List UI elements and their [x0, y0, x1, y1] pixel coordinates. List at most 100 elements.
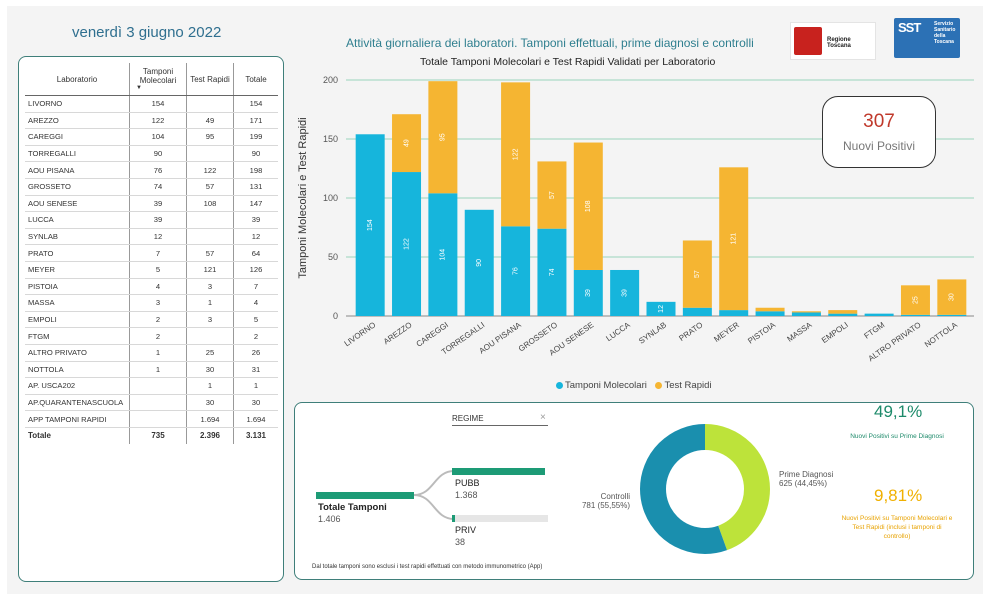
table-row[interactable]: MEYER 5 121 126: [25, 261, 278, 279]
table-cell-value: 3: [186, 278, 234, 296]
regime-filter[interactable]: REGIME: [452, 414, 548, 426]
table-cell-value: 126: [233, 261, 278, 279]
bar-molecolari: [392, 172, 422, 316]
col-header-tamponi[interactable]: Tamponi Molecolari ▼: [129, 63, 187, 96]
kpi-value: 307: [863, 111, 895, 132]
table-cell-value: 7: [129, 244, 187, 262]
table-cell-lab: APP TAMPONI RAPIDI: [25, 410, 130, 428]
tree-pubb-bar[interactable]: [452, 468, 546, 475]
table-cell-value: 39: [129, 195, 187, 213]
tree-priv-track[interactable]: [452, 515, 548, 522]
tree-connectors: [413, 470, 455, 520]
bar-rapidi: [791, 311, 821, 313]
table-row[interactable]: NOTTOLA 1 30 31: [25, 361, 278, 379]
table-cell-lab: FTGM: [25, 327, 130, 345]
data-label: 39: [585, 289, 592, 297]
chart-title: Totale Tamponi Molecolari e Test Rapidi …: [420, 56, 716, 68]
table-row[interactable]: EMPOLI 2 3 5: [25, 311, 278, 329]
data-label: 121: [731, 233, 738, 245]
sort-desc-icon: ▼: [136, 85, 142, 91]
col-header-test-rapidi[interactable]: Test Rapidi: [186, 63, 234, 96]
table-cell-value: 122: [129, 112, 187, 130]
table-row[interactable]: CAREGGI 104 95 199: [25, 128, 278, 146]
table-cell-value: 1.694: [233, 410, 278, 428]
table-row[interactable]: AP.QUARANTENASCUOLA 30 30: [25, 394, 278, 412]
regione-toscana-logo-text: Regione Toscana: [827, 37, 851, 49]
table-row[interactable]: AREZZO 122 49 171: [25, 112, 278, 130]
table-total-value: 2.396: [186, 426, 234, 444]
table-cell-value: 198: [233, 161, 278, 179]
legend-dot-rapidi: [655, 381, 663, 389]
table-row[interactable]: LUCCA 39 39: [25, 211, 278, 229]
table-row[interactable]: FTGM 2 2: [25, 327, 278, 345]
table-cell-value: 95: [186, 128, 234, 146]
tree-root-label: Totale Tamponi: [318, 502, 387, 513]
table-cell-lab: LIVORNO: [25, 95, 130, 113]
close-icon[interactable]: ×: [540, 412, 546, 423]
table-cell-value: 2: [129, 327, 187, 345]
table-cell-value: 90: [233, 145, 278, 163]
bar-rapidi: [755, 307, 785, 312]
table-cell-value: 2: [129, 311, 187, 329]
table-row[interactable]: APP TAMPONI RAPIDI 1.694 1.694: [25, 410, 278, 428]
table-row[interactable]: GROSSETO 74 57 131: [25, 178, 278, 196]
table-row[interactable]: AOU SENESE 39 108 147: [25, 195, 278, 213]
table-cell-value: 90: [129, 145, 187, 163]
table-row[interactable]: TORREGALLI 90 90: [25, 145, 278, 163]
table-row[interactable]: AP. USCA202 1 1: [25, 377, 278, 395]
donut-slice-controlli[interactable]: [640, 424, 770, 554]
table-cell-value: 57: [186, 178, 234, 196]
table-cell-value: 122: [186, 161, 234, 179]
table-row[interactable]: MASSA 3 1 4: [25, 294, 278, 312]
x-tick-label: MASSA: [785, 320, 814, 344]
tree-priv-bar[interactable]: [452, 515, 455, 522]
tree-root-bar[interactable]: [316, 492, 414, 499]
bar-molecolari: [864, 313, 894, 316]
x-tick-label: NOTTOLA: [923, 320, 960, 349]
lab-table-panel: Laboratorio Tamponi Molecolari ▼ Test Rap…: [18, 56, 284, 582]
table-cell-value: 31: [233, 361, 278, 379]
bar-molecolari: [646, 301, 676, 316]
table-row[interactable]: ALTRO PRIVATO 1 25 26: [25, 344, 278, 362]
col-header-totale[interactable]: Totale: [233, 63, 278, 96]
table-row[interactable]: SYNLAB 12 12: [25, 228, 278, 246]
table-cell-lab: MASSA: [25, 294, 130, 312]
lab-table: Laboratorio Tamponi Molecolari ▼ Test Rap…: [25, 63, 278, 444]
pegasus-icon: [794, 27, 822, 55]
pct-nuovi-su-prime-label: Nuovi Positivi su Prime Diagnosi: [850, 433, 944, 440]
data-label: 30: [949, 293, 956, 301]
table-cell-value: 1: [186, 294, 234, 312]
table-cell-value: 12: [129, 228, 187, 246]
tree-pubb-label: PUBB: [455, 478, 480, 488]
table-cell-value: 1: [186, 377, 234, 395]
legend-molecolari[interactable]: Tamponi Molecolari: [565, 380, 647, 391]
table-cell-value: 171: [233, 112, 278, 130]
table-cell-value: [129, 377, 187, 395]
table-cell-value: 2: [233, 327, 278, 345]
table-cell-value: 5: [129, 261, 187, 279]
table-cell-value: 147: [233, 195, 278, 213]
sst-logo-short: SST: [898, 20, 921, 35]
data-label: 108: [585, 200, 592, 212]
legend-rapidi[interactable]: Test Rapidi: [664, 380, 712, 391]
donut-label-controlli-value: 781 (55,55%): [581, 501, 630, 510]
table-cell-value: [186, 327, 234, 345]
table-row[interactable]: PRATO 7 57 64: [25, 244, 278, 262]
donut-label-prime-value: 625 (44,45%): [779, 479, 828, 488]
table-cell-value: 7: [233, 278, 278, 296]
table-cell-value: 1.694: [186, 410, 234, 428]
table-row[interactable]: LIVORNO 154 154: [25, 95, 278, 113]
table-cell-lab: PISTOIA: [25, 278, 130, 296]
bar-molecolari: [791, 312, 821, 316]
table-cell-value: 30: [233, 394, 278, 412]
data-label: 57: [694, 270, 701, 278]
table-row[interactable]: AOU PISANA 76 122 198: [25, 161, 278, 179]
bar-rapidi: [828, 310, 858, 314]
table-row[interactable]: PISTOIA 4 3 7: [25, 278, 278, 296]
bar-molecolari: [464, 209, 494, 316]
regione-toscana-logo: Regione Toscana: [790, 22, 876, 60]
data-label: 39: [621, 289, 628, 297]
col-header-laboratorio[interactable]: Laboratorio: [25, 63, 130, 96]
table-cell-lab: AP.QUARANTENASCUOLA: [25, 394, 130, 412]
bar-molecolari: [828, 313, 858, 316]
